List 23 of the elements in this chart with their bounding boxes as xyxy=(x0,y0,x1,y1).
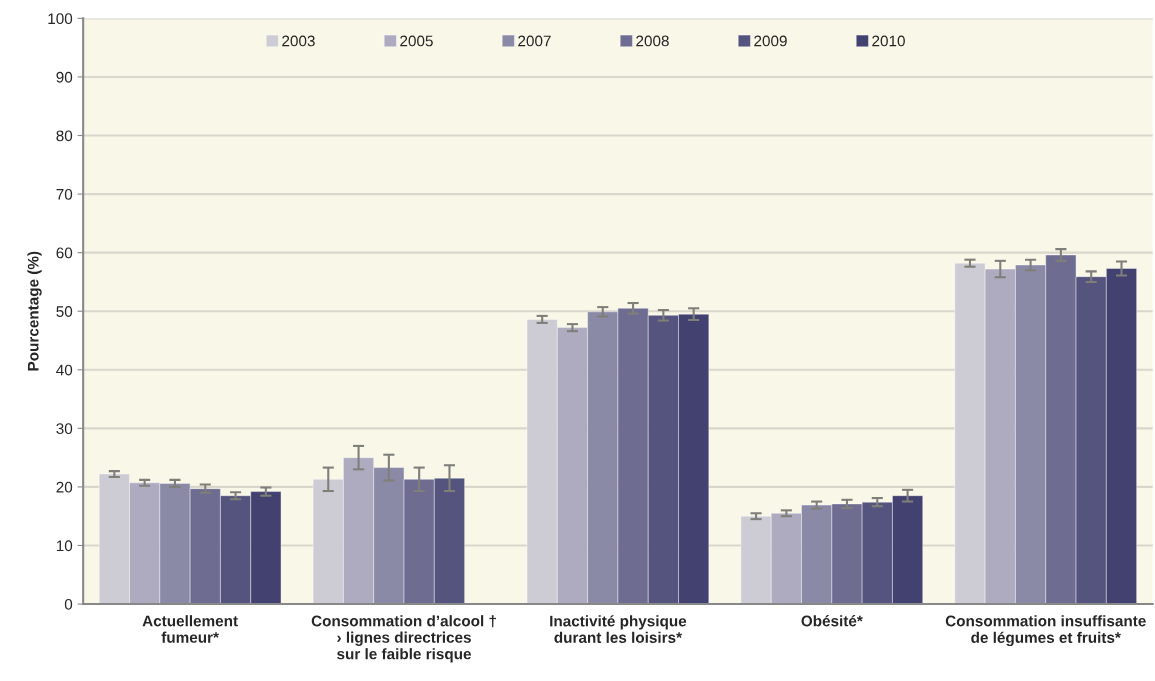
x-tick-label: Consommation insuffisante de légumes et fruits* xyxy=(945,615,1146,647)
legend-label: 2009 xyxy=(754,35,787,47)
y-tick-label: 50 xyxy=(56,306,73,317)
y-tick-label: 0 xyxy=(64,598,73,610)
y-tick-label: 80 xyxy=(56,130,73,142)
x-tick-label: Consommation d’alcool † › lignes directrices sur le faible risque xyxy=(311,615,496,663)
legend-label: 2007 xyxy=(518,35,551,47)
legend-label: 2005 xyxy=(400,35,433,47)
y-tick-label: 40 xyxy=(56,364,73,376)
y-tick-label: 90 xyxy=(56,71,73,83)
y-tick-label: 60 xyxy=(56,247,73,259)
y-tick-label: 20 xyxy=(56,481,73,493)
legend-label: 2008 xyxy=(636,35,669,47)
y-axis-title: Pourcentage (%) xyxy=(27,251,42,371)
x-tick-label: Inactivité physique durant les loisirs* xyxy=(550,615,687,643)
y-tick-label: 100 xyxy=(48,13,73,25)
x-tick-label: Obésité* xyxy=(801,615,863,627)
legend-label: 2010 xyxy=(872,35,905,47)
y-tick-label: 10 xyxy=(56,540,73,552)
y-tick-label: 70 xyxy=(56,188,73,200)
legend-label: 2003 xyxy=(282,35,315,47)
x-tick-label: Actuellement fumeur* xyxy=(142,615,238,643)
y-tick-label: 30 xyxy=(56,423,73,435)
